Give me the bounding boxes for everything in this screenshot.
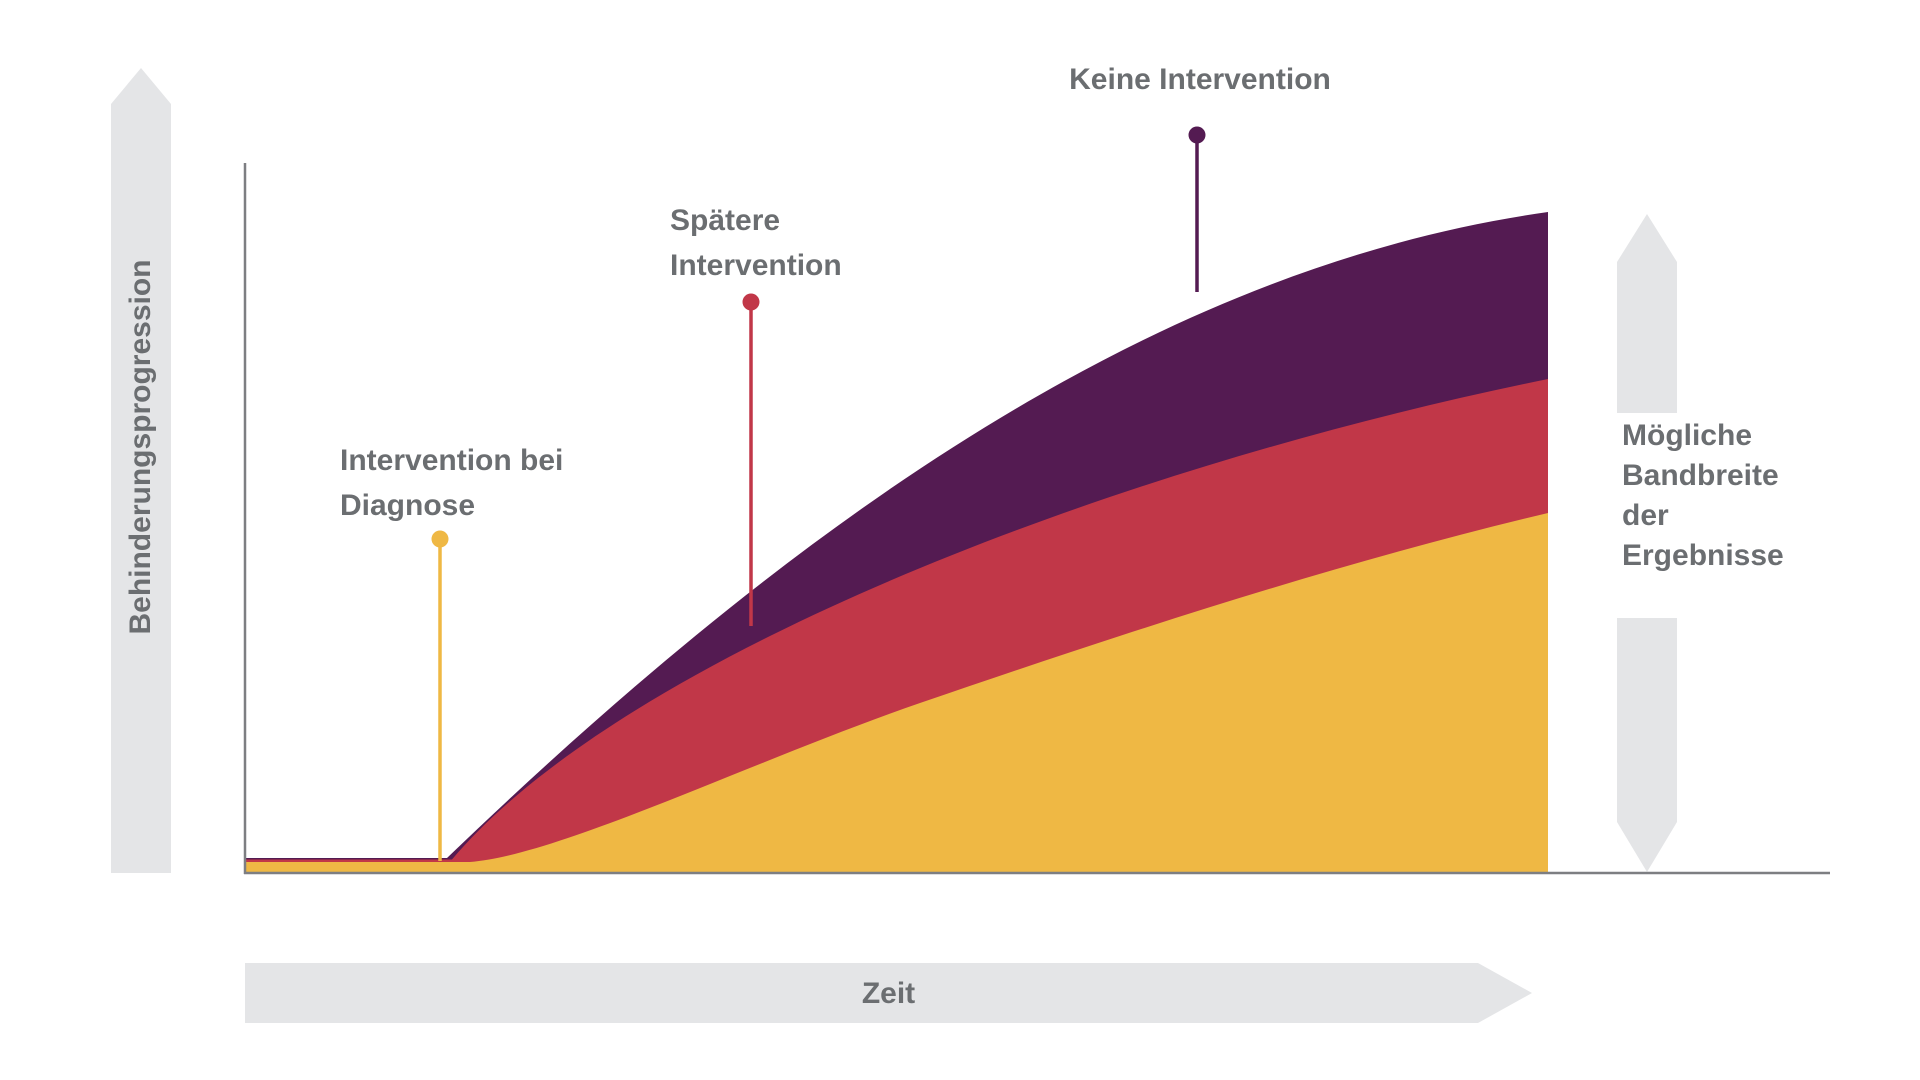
label-late-intervention-line1: Spätere xyxy=(670,204,781,237)
range-arrow-up xyxy=(1617,214,1677,413)
label-late-intervention-line2: Intervention xyxy=(670,249,842,282)
label-diagnosis-intervention: Intervention bei Diagnose xyxy=(340,438,563,528)
label-late-intervention: Spätere Intervention xyxy=(670,198,842,288)
range-arrow-down xyxy=(1617,618,1677,872)
label-outcome-range-line2: Bandbreite xyxy=(1622,459,1779,492)
label-no-intervention: Keine Intervention xyxy=(1069,63,1331,96)
x-axis-arrow xyxy=(245,963,1532,1023)
marker-dot-diagnosis-intervention xyxy=(431,530,449,548)
marker-dot-no-intervention xyxy=(1188,126,1206,144)
label-outcome-range-line1: Mögliche xyxy=(1622,419,1753,452)
x-axis-label: Zeit xyxy=(861,977,916,1010)
label-diagnosis-intervention-line1: Intervention bei xyxy=(340,444,564,477)
label-diagnosis-intervention-line2: Diagnose xyxy=(340,489,476,522)
area-diagnosis-intervention xyxy=(245,513,1548,874)
y-axis-arrow xyxy=(111,68,171,873)
label-outcome-range: Mögliche Bandbreite der Ergebnisse xyxy=(1622,416,1784,576)
label-outcome-range-line3: der xyxy=(1622,499,1669,532)
marker-dot-late-intervention xyxy=(742,293,760,311)
label-outcome-range-line4: Ergebnisse xyxy=(1622,539,1784,572)
y-axis-label: Behinderungsprogression xyxy=(124,259,157,635)
